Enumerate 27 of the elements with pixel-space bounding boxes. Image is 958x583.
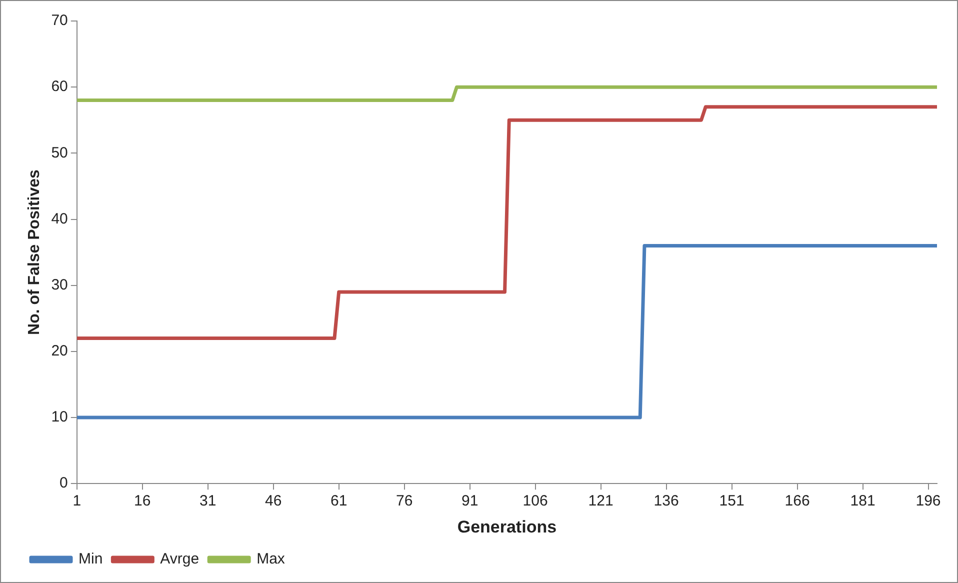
x-tick-label: 91 — [461, 492, 478, 510]
x-tick-label: 16 — [134, 492, 151, 510]
x-tick-label: 1 — [72, 492, 82, 510]
legend-label: Min — [78, 550, 103, 568]
x-tick-label: 61 — [330, 492, 348, 510]
y-axis-title: No. of False Positives — [26, 170, 44, 335]
x-tick-label: 151 — [719, 492, 744, 510]
x-tick-label: 76 — [396, 492, 413, 510]
y-tick-label: 0 — [60, 474, 68, 492]
y-tick-label: 20 — [51, 342, 68, 360]
x-tick-label: 46 — [265, 492, 282, 510]
y-tick-label: 60 — [51, 78, 68, 96]
x-tick-label: 136 — [654, 492, 679, 510]
x-tick-label: 181 — [850, 492, 876, 510]
x-tick-label: 196 — [916, 492, 941, 510]
legend-label: Max — [256, 550, 286, 568]
y-tick-label: 10 — [51, 408, 68, 426]
y-tick-label: 30 — [51, 276, 68, 294]
x-axis-title: Generations — [457, 517, 557, 536]
x-tick-label: 166 — [784, 492, 810, 510]
y-tick-label: 50 — [51, 144, 68, 162]
x-tick-label: 106 — [522, 492, 548, 510]
y-tick-label: 40 — [51, 210, 68, 228]
y-tick-label: 70 — [51, 12, 68, 30]
x-tick-label: 31 — [200, 492, 216, 510]
x-tick-label: 121 — [588, 492, 614, 510]
legend-label: Avrge — [160, 550, 200, 568]
